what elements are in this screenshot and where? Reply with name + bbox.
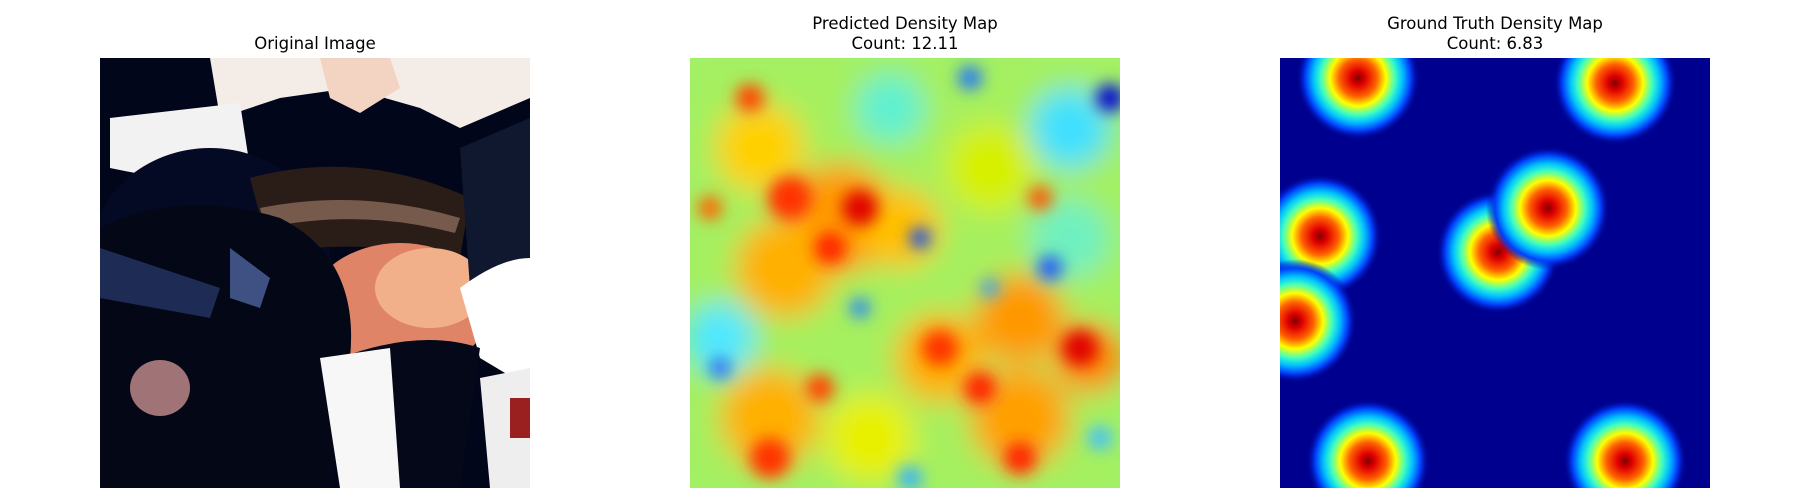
- density-peak: [1306, 399, 1430, 488]
- panel-count: Count: 6.83: [1446, 34, 1544, 53]
- density-peak: [1486, 146, 1610, 270]
- ground-truth-density-map: [1280, 58, 1710, 488]
- density-peak: [1553, 58, 1677, 145]
- panel-count: Count: 12.11: [851, 34, 959, 53]
- crowd-photo-illustration: [100, 58, 530, 488]
- predicted-heatmap: [690, 58, 1120, 488]
- density-peak: [1563, 399, 1687, 488]
- predicted-density-map: [690, 58, 1120, 488]
- density-peak: [1296, 58, 1420, 140]
- panel-title: Original Image: [254, 34, 376, 53]
- density-peak: [1280, 259, 1357, 383]
- ground-truth-heatmap: [1280, 58, 1710, 488]
- original-photo: [100, 58, 530, 488]
- panel-title: Ground Truth Density Map: [1387, 14, 1603, 33]
- panel-title: Predicted Density Map: [812, 14, 998, 33]
